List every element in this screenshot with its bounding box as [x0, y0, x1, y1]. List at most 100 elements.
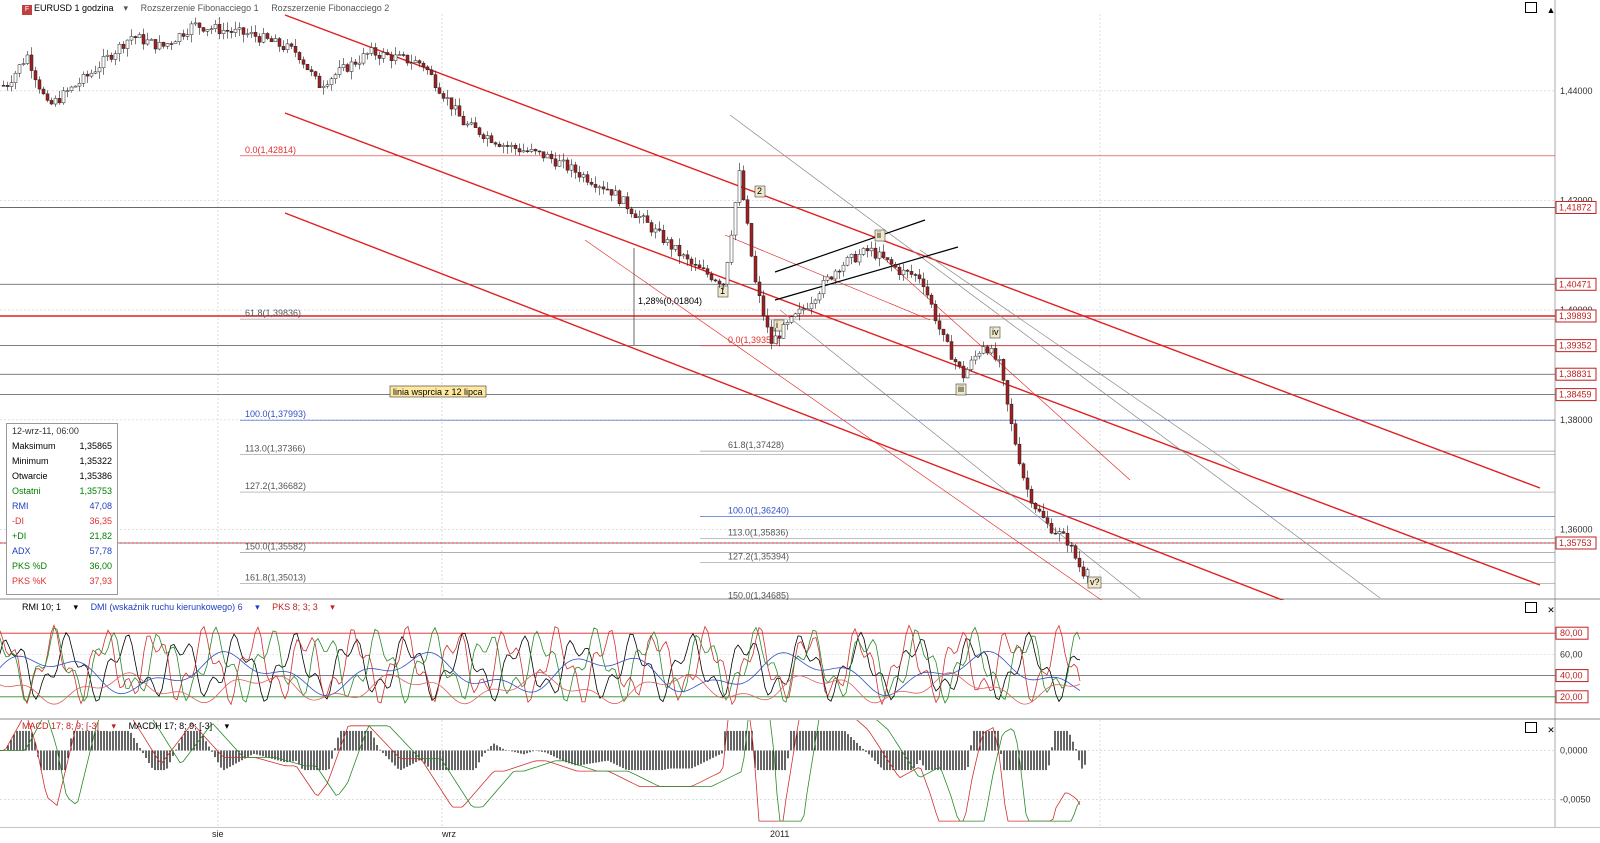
candle-body	[517, 148, 522, 153]
candle-body	[909, 271, 914, 275]
candle-body	[729, 234, 734, 263]
candle-body	[157, 41, 162, 50]
candle-body	[473, 122, 478, 128]
fib-level-label: 113.0(1,37366)	[245, 444, 305, 454]
candle-body	[577, 172, 582, 178]
candle-body	[933, 304, 938, 322]
data-window-row: Ostatni 1,35753	[12, 486, 112, 496]
price-panel[interactable]: 1,440001,420001,400001,380001,360001,418…	[0, 0, 1600, 600]
candle-body	[941, 328, 946, 335]
candle-body	[861, 248, 866, 255]
wave-label: i	[776, 320, 778, 330]
candle-body	[365, 53, 370, 55]
macd-legend-item[interactable]: MACD 17; 8; 9; [-3] ▾	[22, 721, 117, 731]
candle-body	[693, 264, 698, 266]
candle-body	[841, 264, 846, 272]
candle-body	[433, 74, 438, 88]
macdh-legend-item[interactable]: MACDH 17; 8; 9; [-3] ▾	[128, 721, 230, 731]
candle-body	[481, 134, 486, 140]
price-tag-label: 1,39893	[1559, 311, 1592, 321]
candle-body	[253, 32, 258, 37]
candle-body	[133, 36, 138, 38]
candle-body	[821, 280, 826, 295]
fib-level-label: 127.2(1,36682)	[245, 481, 306, 491]
candle-body	[809, 303, 814, 310]
candle-body	[249, 32, 254, 35]
candle-body	[241, 27, 246, 35]
candle-body	[965, 369, 970, 379]
fib-tool-2[interactable]: Rozszerzenie Fibonacciego 2	[271, 3, 390, 13]
wave-label-box	[955, 383, 967, 396]
candle-body	[601, 186, 606, 190]
chevron-down-icon[interactable]: ▾	[123, 3, 129, 13]
candle-body	[45, 93, 50, 101]
candle-body	[189, 23, 194, 35]
candle-body	[597, 186, 602, 189]
candle-body	[665, 239, 670, 243]
candle-body	[969, 359, 974, 370]
candle-body	[877, 251, 882, 259]
price-chart[interactable]: 1,440001,420001,400001,380001,360001,418…	[0, 0, 1600, 600]
candle-body	[673, 245, 678, 250]
maximize-icon[interactable]	[1525, 602, 1538, 613]
channel-line	[584, 239, 1102, 600]
candle-body	[713, 279, 718, 282]
maximize-icon[interactable]	[1525, 2, 1538, 13]
candle-body	[417, 60, 422, 64]
macd-line	[0, 720, 1081, 822]
candle-body	[289, 43, 294, 47]
candle-body	[113, 53, 118, 60]
candle-body	[645, 215, 650, 223]
data-window-row: PKS %D 36,00	[12, 561, 112, 571]
candle-body	[389, 54, 394, 61]
candle-body	[653, 228, 658, 233]
candle-body	[889, 259, 894, 265]
fib-level-label: 150.0(1,35582)	[245, 541, 306, 551]
dmi-legend[interactable]: DMI (wskaźnik ruchu kierunkowego) 6 ▾	[90, 602, 260, 612]
data-window-row: +DI 21,82	[12, 531, 112, 541]
candle-body	[393, 54, 398, 61]
minus-di-line	[0, 671, 1081, 705]
price-tag	[1555, 536, 1597, 550]
fib-tool-1[interactable]: Rozszerzenie Fibonacciego 1	[140, 3, 259, 13]
maximize-icon[interactable]	[1525, 722, 1538, 733]
oscillator-panel[interactable]: 80,00 60,00 40,00 20,00 RMI 10; 1 ▾ DMI (ws…	[0, 600, 1600, 720]
symbol-dropdown[interactable]: EURUSD 1 godzina	[34, 3, 114, 13]
candle-body	[257, 36, 262, 43]
candle-body	[973, 355, 978, 361]
candle-body	[425, 66, 430, 71]
candle-body	[745, 199, 750, 224]
osc-tick-label: 80,00	[1560, 628, 1583, 638]
wave-label-box	[1087, 576, 1102, 589]
candle-body	[893, 263, 898, 268]
candle-body	[761, 295, 766, 317]
candle-body	[385, 52, 390, 56]
candle-body	[1021, 463, 1026, 479]
macd-panel[interactable]: 0,0000 -0,0050 MACD 17; 8; 9; [-3] ▾ MACD…	[0, 720, 1600, 827]
candle-body	[149, 39, 154, 41]
candle-body	[833, 270, 838, 280]
macd-chart[interactable]: 0,0000 -0,0050	[0, 720, 1600, 827]
candle-body	[585, 174, 590, 183]
candle-body	[109, 54, 114, 60]
oscillator-chart[interactable]: 80,00 60,00 40,00 20,00	[0, 600, 1600, 720]
candle-body	[869, 247, 874, 252]
candle-body	[1013, 423, 1018, 445]
close-icon[interactable]: ✕	[1547, 725, 1555, 735]
candle-body	[309, 69, 314, 72]
candle-body	[85, 73, 90, 77]
candle-body	[65, 90, 70, 92]
candle-body	[621, 196, 626, 205]
candle-body	[269, 38, 274, 42]
pks-legend[interactable]: PKS 8; 3; 3 ▾	[272, 602, 335, 612]
rmi-legend[interactable]: RMI 10; 1 ▾	[22, 602, 79, 612]
fib-level-label: 0.0(1,42814)	[245, 145, 296, 155]
candle-body	[261, 33, 266, 43]
price-tag-label: 1,40471	[1559, 279, 1592, 289]
candle-body	[949, 341, 954, 360]
close-icon[interactable]: ✕	[1547, 605, 1555, 615]
candle-body	[817, 293, 822, 301]
candle-body	[173, 41, 178, 44]
plot-bg	[0, 0, 1600, 600]
pin-icon[interactable]: ▲	[1546, 5, 1556, 15]
